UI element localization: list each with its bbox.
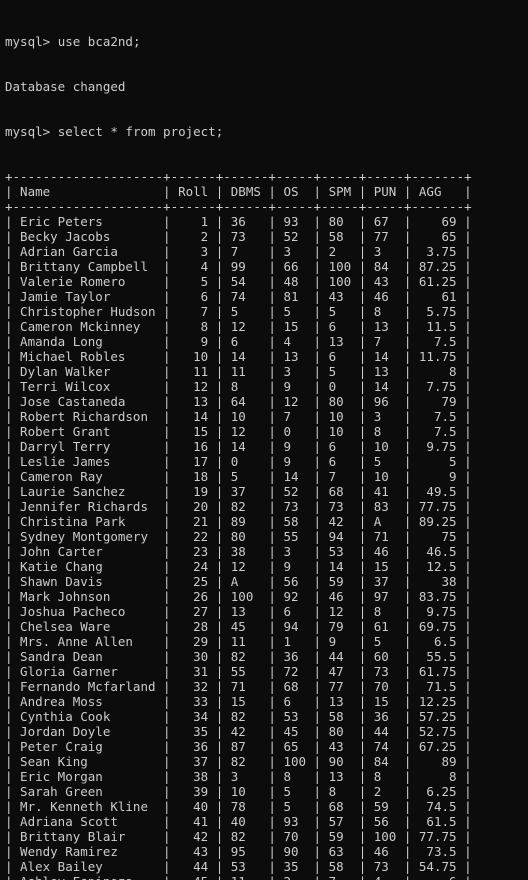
table-row: | Sydney Montgomery | 22 | 80 | 55 | 94 … [5,529,472,544]
table-row: | Mark Johnson | 26 | 100 | 92 | 46 | 97… [5,589,472,604]
table-row: | Robert Grant | 15 | 12 | 0 | 10 | 8 | … [5,424,472,439]
table-row: | Katie Chang | 24 | 12 | 9 | 14 | 15 | … [5,559,472,574]
table-row: | Laurie Sanchez | 19 | 37 | 52 | 68 | 4… [5,484,472,499]
table-row: | Sandra Dean | 30 | 82 | 36 | 44 | 60 |… [5,649,472,664]
table-row: | Cynthia Cook | 34 | 82 | 53 | 58 | 36 … [5,709,472,724]
table-row: | Michael Robles | 10 | 14 | 13 | 6 | 14… [5,349,472,364]
table-row: | Jose Castaneda | 13 | 64 | 12 | 80 | 9… [5,394,472,409]
table-row: | Amanda Long | 9 | 6 | 4 | 13 | 7 | 7.5… [5,334,472,349]
table-row: | Gloria Garner | 31 | 55 | 72 | 47 | 73… [5,664,472,679]
table-row: | Mrs. Anne Allen | 29 | 11 | 1 | 9 | 5 … [5,634,472,649]
table-row: | John Carter | 23 | 38 | 3 | 53 | 46 | … [5,544,472,559]
table-row: | Sarah Green | 39 | 10 | 5 | 8 | 2 | 6.… [5,784,472,799]
table-row: | Adrian Garcia | 3 | 7 | 3 | 2 | 3 | 3.… [5,244,472,259]
table-row: | Valerie Romero | 5 | 54 | 48 | 100 | 4… [5,274,472,289]
status-message: Database changed [5,79,126,94]
table-row: | Eric Morgan | 38 | 3 | 8 | 13 | 8 | 8 … [5,769,472,784]
table-row: | Peter Craig | 36 | 87 | 65 | 43 | 74 |… [5,739,472,754]
table-row: | Jordan Doyle | 35 | 42 | 45 | 80 | 44 … [5,724,472,739]
result-table: +--------------------+------+------+----… [5,169,528,880]
command-line-select: mysql> select * from project; [5,124,528,139]
command-text: use bca2nd; [57,34,141,49]
table-row: | Mr. Kenneth Kline | 40 | 78 | 5 | 68 |… [5,799,472,814]
table-row: | Chelsea Ware | 28 | 45 | 94 | 79 | 61 … [5,619,472,634]
table-row: | Andrea Moss | 33 | 15 | 6 | 13 | 15 | … [5,694,472,709]
table-row: | Brittany Blair | 42 | 82 | 70 | 59 | 1… [5,829,472,844]
table-border: +--------------------+------+------+----… [5,199,472,214]
table-row: | Jamie Taylor | 6 | 74 | 81 | 43 | 46 |… [5,289,472,304]
table-row: | Joshua Pacheco | 27 | 13 | 6 | 12 | 8 … [5,604,472,619]
command-line-use: mysql> use bca2nd; [5,34,528,49]
table-row: | Adriana Scott | 41 | 40 | 93 | 57 | 56… [5,814,472,829]
table-row: | Dylan Walker | 11 | 11 | 3 | 5 | 13 | … [5,364,472,379]
table-border: +--------------------+------+------+----… [5,169,472,184]
table-row: | Cameron Mckinney | 8 | 12 | 15 | 6 | 1… [5,319,472,334]
mysql-prompt: mysql> [5,34,51,49]
table-row: | Sean King | 37 | 82 | 100 | 90 | 84 | … [5,754,472,769]
table-row: | Darryl Terry | 16 | 14 | 9 | 6 | 10 | … [5,439,472,454]
command-text: select * from project; [57,124,224,139]
table-row: | Wendy Ramirez | 43 | 95 | 90 | 63 | 46… [5,844,472,859]
table-row: | Cameron Ray | 18 | 5 | 14 | 7 | 10 | 9… [5,469,472,484]
mysql-prompt: mysql> [5,124,51,139]
table-row: | Brittany Campbell | 4 | 99 | 66 | 100 … [5,259,472,274]
table-header-row: | Name | Roll | DBMS | OS | SPM | PUN | … [5,184,472,199]
table-row: | Christopher Hudson | 7 | 5 | 5 | 5 | 8… [5,304,472,319]
table-row: | Fernando Mcfarland | 32 | 71 | 68 | 77… [5,679,472,694]
table-row: | Becky Jacobs | 2 | 73 | 52 | 58 | 77 |… [5,229,472,244]
table-row: | Eric Peters | 1 | 36 | 93 | 80 | 67 | … [5,214,472,229]
table-row: | Shawn Davis | 25 | A | 56 | 59 | 37 | … [5,574,472,589]
table-row: | Leslie James | 17 | 0 | 9 | 6 | 5 | 5 … [5,454,472,469]
table-row: | Christina Park | 21 | 89 | 58 | 42 | A… [5,514,472,529]
table-row: | Jennifer Richards | 20 | 82 | 73 | 73 … [5,499,472,514]
table-row: | Robert Richardson | 14 | 10 | 7 | 10 |… [5,409,472,424]
table-row: | Terri Wilcox | 12 | 8 | 9 | 0 | 14 | 7… [5,379,472,394]
table-row: | Ashley Espinoza | 45 | 11 | 2 | 7 | 4 … [5,874,528,880]
table-row: | Alex Bailey | 44 | 53 | 35 | 58 | 73 |… [5,859,472,874]
